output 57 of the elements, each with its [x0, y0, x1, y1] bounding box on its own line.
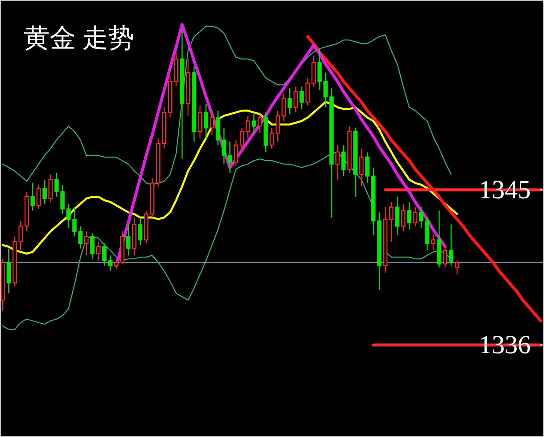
candlestick — [198, 105, 202, 139]
candlestick — [288, 88, 292, 115]
candlestick — [192, 66, 196, 142]
candlestick — [348, 126, 352, 174]
candlestick — [282, 93, 286, 122]
candlestick — [0, 258, 6, 312]
candlestick — [24, 191, 30, 232]
candlestick — [114, 258, 119, 270]
candlestick — [395, 196, 400, 236]
candlestick — [12, 236, 18, 288]
candlestick — [204, 104, 208, 139]
candlestick — [425, 217, 430, 251]
candlestick — [383, 206, 388, 274]
candlestick — [258, 114, 262, 134]
candlestick — [252, 114, 256, 134]
candlestick — [401, 203, 406, 232]
candlestick — [120, 231, 125, 265]
candlestick — [126, 224, 131, 256]
candlestick — [150, 178, 155, 218]
candlestick — [18, 220, 24, 251]
candlestick — [84, 231, 89, 256]
candlestick — [96, 241, 101, 262]
candlestick — [336, 144, 340, 180]
text: 黄金 走势 — [24, 24, 134, 53]
candlestick — [138, 217, 143, 246]
candlestick — [413, 206, 418, 227]
candlestick — [300, 86, 304, 110]
candlestick — [144, 210, 149, 244]
line-series — [2, 101, 458, 255]
candlestick — [264, 112, 268, 153]
line-series — [306, 35, 543, 323]
candlestick — [30, 182, 36, 212]
candlestick — [389, 202, 394, 242]
candlestick — [407, 202, 412, 230]
candlestick — [156, 138, 161, 188]
candlestick — [270, 128, 274, 150]
candlestick — [342, 144, 346, 177]
candlestick — [360, 148, 364, 188]
candlestick — [48, 174, 53, 203]
candlestick — [180, 29, 184, 160]
candlestick — [42, 179, 47, 204]
candlestick — [354, 128, 358, 198]
candlestick — [431, 234, 436, 251]
candlestick — [437, 210, 442, 268]
candlestick — [186, 58, 190, 117]
candlestick — [294, 86, 298, 114]
candlestick — [449, 224, 454, 266]
candlestick — [276, 110, 280, 142]
candlestick — [210, 110, 214, 136]
line-series — [2, 26, 452, 186]
candlestick — [132, 217, 137, 256]
candlestick — [419, 206, 424, 229]
candlestick — [455, 260, 460, 276]
candlestick — [36, 184, 41, 210]
candlestick — [6, 248, 12, 294]
candlestick — [90, 232, 95, 260]
candlestick — [443, 244, 448, 268]
